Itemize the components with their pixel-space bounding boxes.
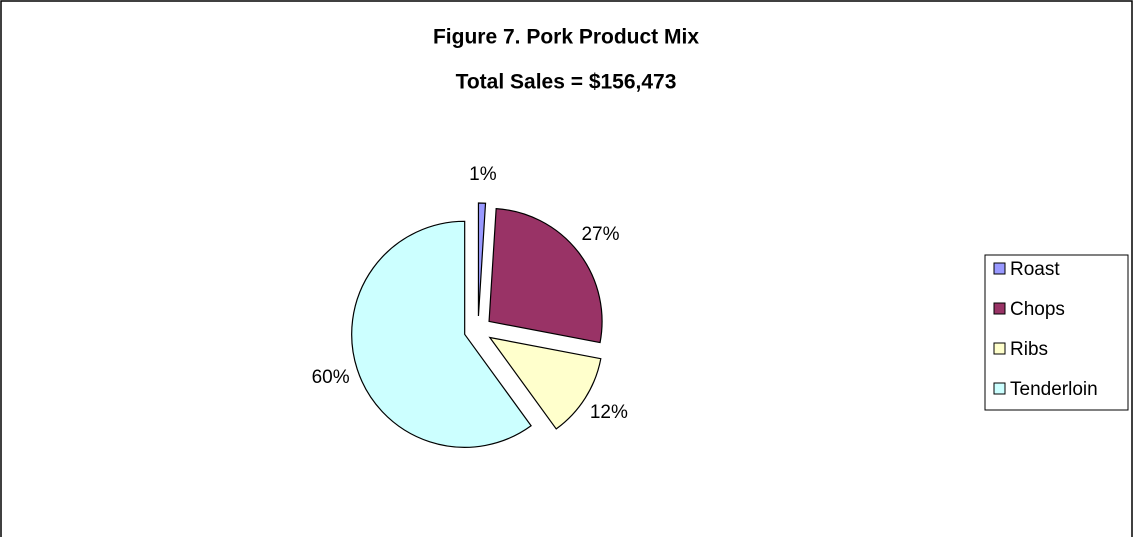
pie-slice — [488, 336, 602, 430]
legend-label: Roast — [1010, 259, 1060, 280]
data-label: 60% — [312, 367, 350, 388]
legend-label: Ribs — [1010, 339, 1048, 360]
pie-slice — [351, 220, 532, 448]
pie-slice — [477, 202, 487, 317]
legend-swatch — [993, 302, 1006, 315]
chart-subtitle: Total Sales = $156,473 — [456, 71, 677, 94]
legend-swatch — [993, 382, 1006, 395]
data-label: 12% — [590, 402, 628, 423]
legend-swatch — [993, 342, 1006, 355]
legend-box — [984, 254, 1129, 411]
data-label: 27% — [581, 224, 619, 245]
pie-slice — [488, 208, 603, 344]
legend-label: Chops — [1010, 299, 1065, 320]
data-label: 1% — [469, 164, 497, 185]
chart-title: Figure 7. Pork Product Mix — [433, 26, 699, 49]
legend-swatch — [993, 262, 1006, 275]
legend-label: Tenderloin — [1010, 379, 1098, 400]
